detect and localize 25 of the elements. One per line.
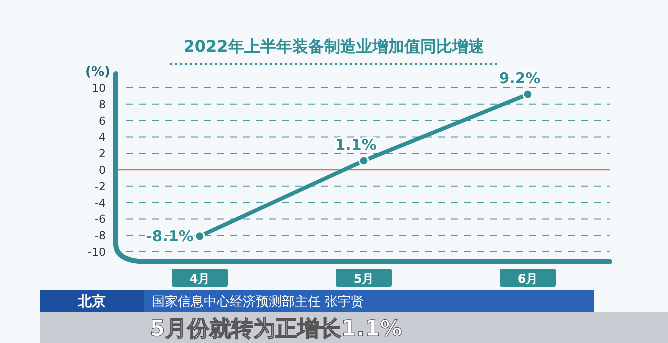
y-tick-label: -2: [95, 180, 106, 194]
chart-title: 2022年上半年装备制造业增加值同比增速: [184, 37, 486, 56]
x-tick-label: 4月: [190, 272, 210, 286]
y-tick-label: 0: [99, 164, 106, 177]
text: 国家信息中心经济预测部主任 张宇贤: [152, 294, 364, 310]
y-axis-title: (%): [86, 65, 110, 80]
text: 5月份就转为正增长1.1%: [150, 317, 402, 342]
y-tick-label: 8: [99, 98, 106, 112]
y-tick-label: -4: [95, 196, 106, 210]
data-label: 1.1%: [335, 136, 377, 154]
text: 北京: [77, 293, 106, 310]
y-tick-label: -8: [95, 230, 106, 243]
y-tick-label: 6: [99, 114, 106, 128]
x-tick-label: 5月: [354, 272, 374, 286]
point: [522, 89, 534, 100]
data-label: 9.2%: [499, 70, 541, 88]
y-tick-label: -10: [88, 246, 106, 259]
x-tick-label: 6月: [518, 272, 538, 286]
y-tick-label: 10: [92, 82, 106, 95]
y-tick-label: -6: [95, 213, 106, 226]
point: [358, 156, 370, 166]
y-tick-label: 2: [99, 148, 106, 161]
y-tick-label: 4: [99, 131, 106, 144]
data-label: -8.1%: [146, 227, 194, 246]
point: [194, 231, 206, 242]
